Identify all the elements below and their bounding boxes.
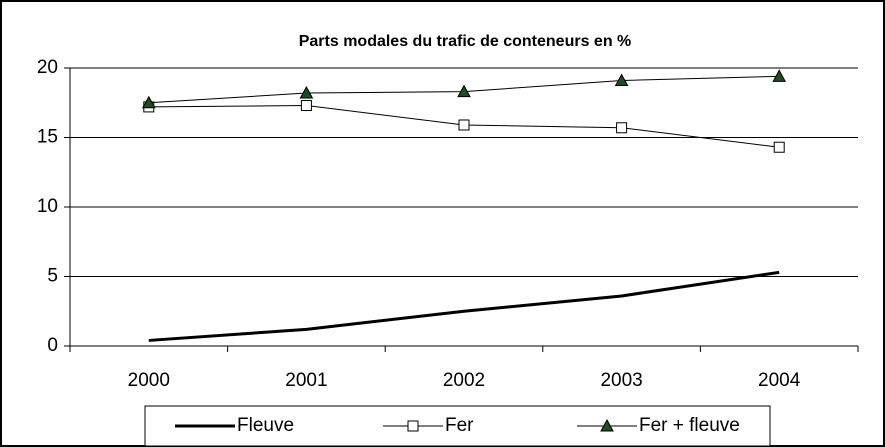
legend-box — [144, 405, 771, 447]
marker — [773, 141, 785, 153]
marker — [616, 122, 628, 134]
x-tick-label: 2004 — [758, 370, 801, 391]
marker — [299, 85, 314, 99]
chart-title: Parts modales du trafic de conteneurs en… — [299, 33, 632, 50]
y-tick-label: 0 — [47, 335, 58, 356]
y-tick-label: 5 — [47, 266, 58, 287]
x-tick-label: 2001 — [285, 370, 327, 391]
x-tick-label: 2003 — [600, 370, 642, 391]
marker — [458, 119, 470, 131]
legend-label: Fleuve — [237, 415, 294, 436]
legend-label: Fer — [445, 415, 474, 436]
marker — [300, 100, 312, 112]
marker — [772, 69, 787, 82]
y-tick-label: 15 — [37, 127, 58, 148]
x-tick-label: 2002 — [443, 370, 485, 391]
x-tick-label: 2000 — [128, 370, 170, 391]
y-tick-label: 10 — [37, 196, 58, 217]
marker — [457, 84, 471, 98]
series-line — [148, 270, 780, 342]
marker — [614, 73, 629, 87]
marker — [407, 420, 419, 432]
legend-label: Fer + fleuve — [639, 415, 740, 436]
marker — [141, 95, 156, 109]
marker — [600, 418, 614, 432]
y-tick-label: 20 — [37, 57, 58, 78]
